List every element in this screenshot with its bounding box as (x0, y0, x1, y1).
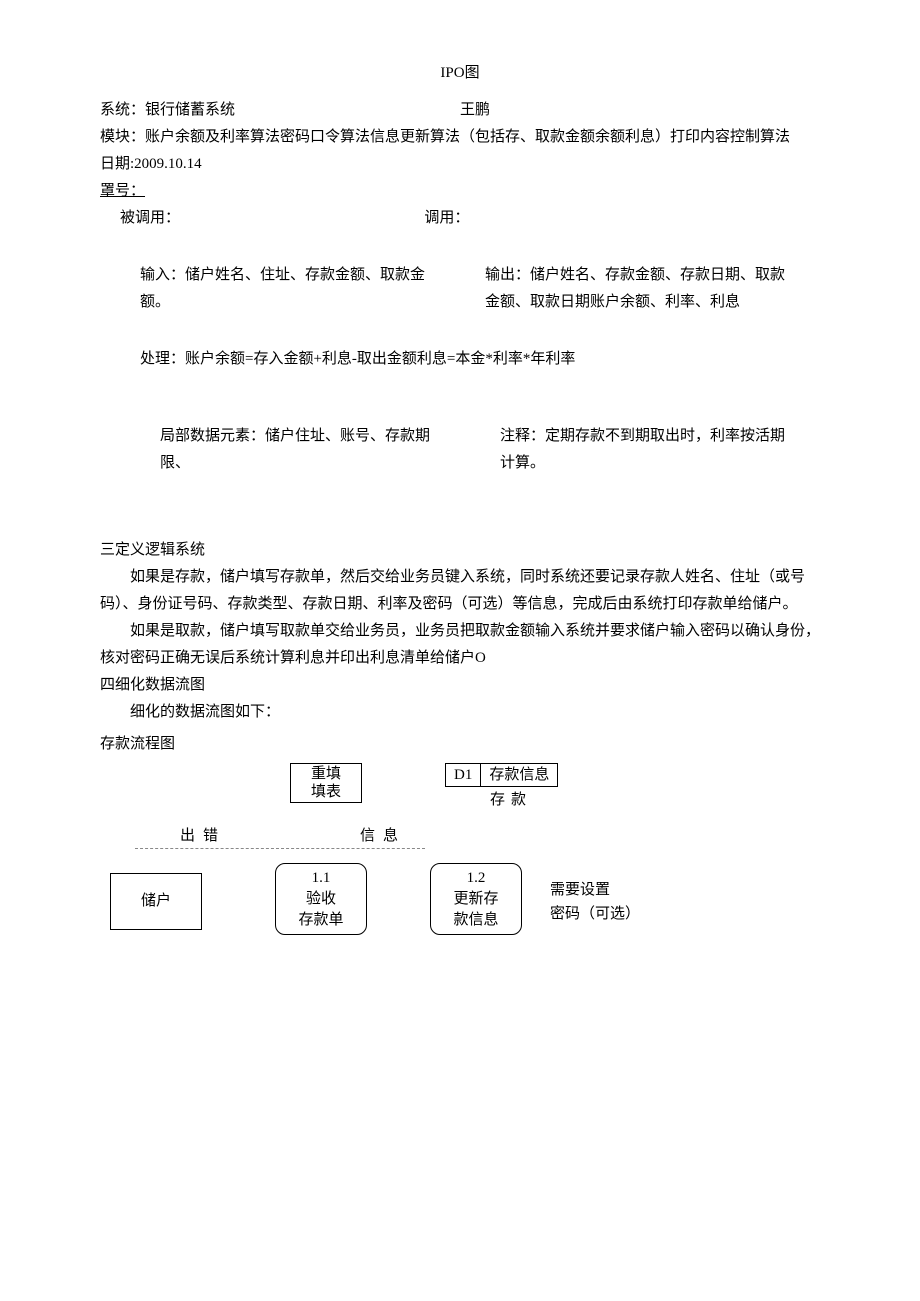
chucuo-label: 出错 (180, 823, 226, 850)
password-note-1: 需要设置 (550, 878, 640, 902)
chongti-box: 重填 填表 (290, 763, 362, 803)
module-label: 模块： (100, 129, 145, 145)
node-1-1-box: 1.1 验收 存款单 (275, 863, 367, 935)
number-label: 罩号： (100, 183, 145, 199)
number-row: 罩号： (100, 178, 820, 205)
node-1-1-label1: 验收 (306, 889, 336, 910)
system-row: 系统：银行储蓄系统 (100, 97, 460, 124)
flowchart-subtitle: 存款流程图 (100, 731, 820, 758)
deposit-flowchart: 重填 填表 D1 存款信息 存款 出错 信息 储户 1.1 验收 存款单 1.2… (100, 763, 800, 983)
local-data-block: 局部数据元素：储户住址、账号、存款期限、 (100, 423, 480, 477)
node-1-1-num: 1.1 (312, 868, 331, 889)
password-note-2: 密码（可选） (550, 902, 640, 926)
node-1-2-box: 1.2 更新存 款信息 (430, 863, 522, 935)
module-value: 账户余额及利率算法密码口令算法信息更新算法（包括存、取款金额余额利息）打印内容控… (145, 129, 790, 145)
author: 王鹏 (460, 97, 820, 124)
node-1-1-label2: 存款单 (298, 910, 343, 931)
cunkuan-text: 存款 (490, 787, 532, 814)
d1-value: 存款信息 (481, 764, 557, 786)
xinxi-label: 信息 (360, 823, 406, 850)
module-row: 模块：账户余额及利率算法密码口令算法信息更新算法（包括存、取款金额余额利息）打印… (100, 124, 820, 151)
localdata-note-block: 局部数据元素：储户住址、账号、存款期限、 注释：定期存款不到期取出时，利率按活期… (100, 423, 820, 477)
note-block: 注释：定期存款不到期取出时，利率按活期计算。 (480, 423, 820, 477)
process-value: 账户余额=存入金额+利息-取出金额利息=本金*利率*年利率 (185, 351, 575, 367)
dashed-line (135, 848, 425, 849)
node-1-2-label2: 款信息 (453, 910, 498, 931)
password-note: 需要设置 密码（可选） (550, 878, 640, 926)
input-block: 输入：储户姓名、住址、存款金额、取款金额。 (100, 262, 475, 316)
date-row: 日期:2009.10.14 (100, 151, 820, 178)
section3-heading: 三定义逻辑系统 (100, 537, 820, 564)
called-label: 被调用： (120, 205, 424, 232)
input-label: 输入： (140, 267, 185, 283)
d1-label: D1 (446, 764, 481, 786)
date-label: 日期: (100, 156, 134, 172)
d1-box: D1 存款信息 (445, 763, 558, 787)
section3-para1: 如果是存款，储户填写存款单，然后交给业务员键入系统，同时系统还要记录存款人姓名、… (100, 564, 820, 618)
process-block: 处理：账户余额=存入金额+利息-取出金额利息=本金*利率*年利率 (100, 346, 820, 373)
output-label: 输出： (485, 267, 530, 283)
note-label: 注释： (500, 428, 545, 444)
system-label: 系统： (100, 102, 145, 118)
chongti-text: 重填 (311, 765, 341, 783)
call-label: 调用： (424, 205, 820, 232)
node-1-2-label1: 更新存 (453, 889, 498, 910)
chuhu-text: 储户 (141, 888, 171, 915)
output-block: 输出：储户姓名、存款金额、存款日期、取款金额、取款日期账户余额、利率、利息 (475, 262, 820, 316)
process-label: 处理： (140, 351, 185, 367)
io-block: 输入：储户姓名、住址、存款金额、取款金额。 输出：储户姓名、存款金额、存款日期、… (100, 262, 820, 316)
tianbiao-text: 填表 (311, 783, 341, 801)
output-value: 储户姓名、存款金额、存款日期、取款金额、取款日期账户余额、利率、利息 (485, 267, 785, 310)
system-value: 银行储蓄系统 (145, 102, 235, 118)
ipo-title: IPO图 (100, 60, 820, 87)
section4-heading: 四细化数据流图 (100, 672, 820, 699)
local-data-label: 局部数据元素： (160, 428, 265, 444)
date-value: 2009.10.14 (134, 156, 202, 172)
node-1-2-num: 1.2 (467, 868, 486, 889)
section3-para2: 如果是取款，储户填写取款单交给业务员，业务员把取款金额输入系统并要求储户输入密码… (100, 618, 820, 672)
chuhu-box: 储户 (110, 873, 202, 930)
section4-intro: 细化的数据流图如下： (100, 699, 820, 726)
header-block: 系统：银行储蓄系统 王鹏 模块：账户余额及利率算法密码口令算法信息更新算法（包括… (100, 97, 820, 232)
